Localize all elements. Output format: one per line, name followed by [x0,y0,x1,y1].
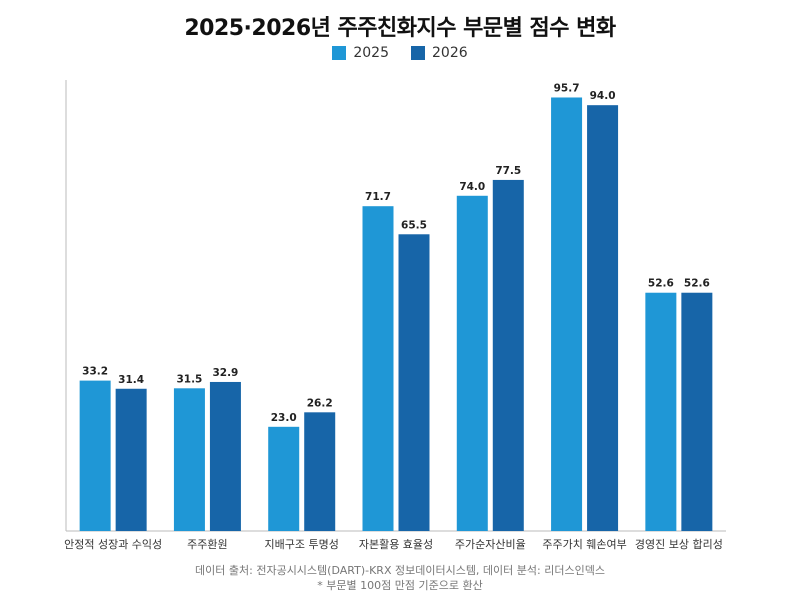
bar-2025-5 [551,97,583,531]
legend-label-2025: 2025 [353,45,389,61]
bar-2025-3 [362,206,394,531]
data-label-2026-3: 65.5 [401,219,427,231]
bar-2026-0 [115,388,147,531]
bar-2026-5 [587,105,619,532]
legend-swatch-2025 [332,46,347,60]
scale-note: * 부문별 100점 만점 기준으로 환산 [317,579,483,592]
chart-title: 2025·2026년 주주친화지수 부문별 점수 변화 [184,16,616,41]
bar-2026-4 [492,179,524,532]
x-tick-label-6: 경영진 보상 합리성 [635,538,723,551]
data-label-2025-4: 74.0 [459,181,485,193]
bar-2025-2 [268,426,300,531]
bar-2025-4 [456,195,488,531]
data-label-2025-3: 71.7 [365,191,391,203]
bar-2026-2 [304,412,336,531]
bar-2025-6 [645,292,677,531]
bar-2026-6 [681,292,713,531]
data-label-2025-0: 33.2 [82,366,108,378]
x-tick-label-4: 주가순자산비율 [455,538,526,551]
bar-2025-1 [173,388,205,531]
data-label-2026-2: 26.2 [307,397,333,409]
legend-label-2026: 2026 [432,45,468,61]
bar-2026-3 [398,234,430,531]
x-tick-label-0: 안정적 성장과 수익성 [64,538,162,551]
data-label-2026-6: 52.6 [684,278,710,290]
data-label-2025-5: 95.7 [554,82,580,94]
legend: 2025 2026 [0,45,800,61]
legend-swatch-2026 [411,46,425,60]
data-label-2026-4: 77.5 [495,165,521,177]
data-label-2026-0: 31.4 [118,374,144,386]
legend-item-2026: 2026 [411,45,468,61]
x-tick-label-2: 지배구조 투명성 [265,538,339,551]
data-label-2025-2: 23.0 [271,412,297,424]
x-tick-label-1: 주주환원 [187,538,227,551]
legend-item-2025: 2025 [332,45,389,61]
data-label-2026-5: 94.0 [590,90,616,102]
x-tick-label-3: 자본활용 효율성 [359,537,433,551]
data-label-2025-6: 52.6 [648,278,674,290]
data-label-2026-1: 32.9 [212,367,238,379]
x-tick-label-5: 주주가치 훼손여부 [542,538,626,551]
bar-2025-0 [79,380,111,531]
data-label-2025-1: 31.5 [176,373,202,385]
bar-2026-1 [209,381,241,531]
source-note: 데이터 출처: 전자공시시스템(DART)-KRX 정보데이터시스템, 데이터 … [195,564,605,577]
